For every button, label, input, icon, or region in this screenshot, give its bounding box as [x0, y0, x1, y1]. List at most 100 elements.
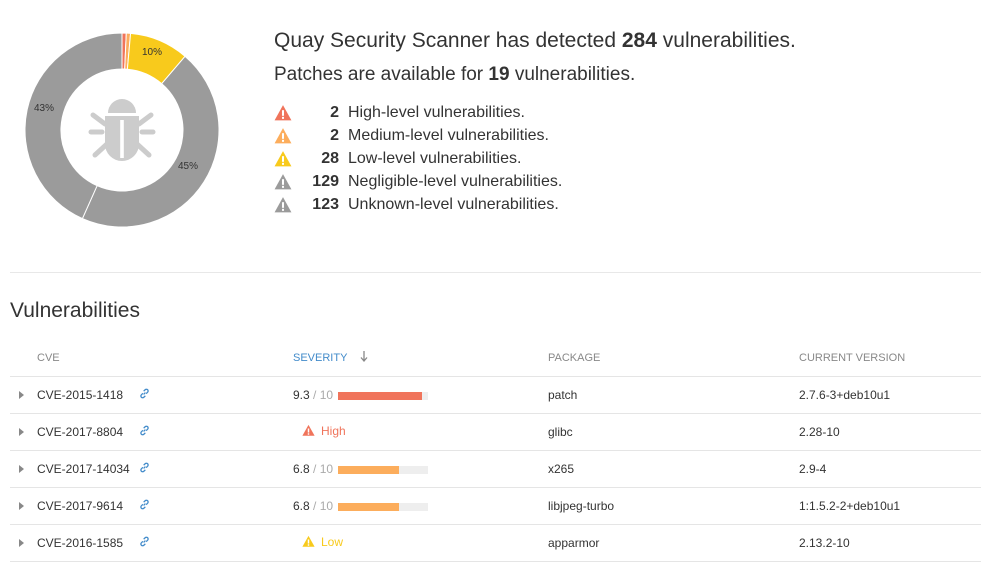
severity-score-max: / 10 — [313, 388, 334, 402]
column-header-cve[interactable]: CVE — [37, 340, 293, 377]
cve-id: CVE-2017-9614 — [37, 498, 124, 513]
severity-bar — [338, 391, 429, 400]
severity-count: 123 — [312, 195, 339, 213]
severity-bar-fill — [338, 391, 422, 400]
pct-label-negligible: 45% — [178, 161, 199, 172]
severity-bar — [338, 502, 429, 511]
caret-right-icon[interactable] — [10, 428, 37, 436]
cve-id: CVE-2015-1418 — [37, 387, 124, 402]
warning-icon — [302, 535, 321, 548]
warning-icon — [274, 127, 292, 145]
summary-headline: Quay Security Scanner has detected 284 v… — [274, 28, 964, 54]
patch-count: 19 — [488, 64, 510, 85]
severity-label: Medium-level vulnerabilities. — [348, 126, 549, 144]
cve-cell: CVE-2017-8804 — [37, 413, 293, 451]
vulnerabilities-table: CVE SEVERITY PACKAGE CURRENT VERSION CVE… — [10, 340, 981, 562]
cve-id: CVE-2017-14034 — [37, 461, 130, 476]
table-row[interactable]: CVE-2017-8804 High glibc 2.28-10 — [10, 413, 981, 451]
severity-bar-fill — [338, 502, 400, 511]
donut-slice-negligible — [81, 55, 220, 228]
expand-cell[interactable] — [10, 487, 37, 525]
severity-label-text: High — [321, 423, 346, 438]
severity-label: Low-level vulnerabilities. — [348, 149, 522, 167]
column-header-severity[interactable]: SEVERITY — [293, 340, 548, 377]
link-icon[interactable] — [139, 536, 150, 550]
severity-count: 2 — [330, 126, 339, 144]
link-icon[interactable] — [139, 499, 150, 513]
cve-cell: CVE-2017-9614 — [37, 487, 293, 525]
cve-cell: CVE-2015-1418 — [37, 376, 293, 414]
severity-label: Low — [302, 535, 343, 549]
package-cell: apparmor — [548, 524, 799, 562]
severity-row: 129 Negligible-level vulnerabilities. — [274, 170, 964, 193]
warning-icon — [302, 424, 321, 437]
warning-icon — [274, 150, 292, 168]
severity-score: 9.3 — [293, 388, 310, 402]
expand-cell[interactable] — [10, 524, 37, 562]
severity-count: 2 — [330, 103, 339, 121]
severity-row: 123 Unknown-level vulnerabilities. — [274, 193, 964, 216]
donut-svg — [24, 32, 220, 228]
table-header-row: CVE SEVERITY PACKAGE CURRENT VERSION — [10, 340, 981, 377]
caret-right-icon[interactable] — [10, 539, 37, 547]
pct-label-unknown: 43% — [34, 103, 55, 114]
expand-cell[interactable] — [10, 450, 37, 488]
link-icon[interactable] — [139, 425, 150, 439]
total-count: 284 — [621, 29, 657, 52]
cve-id: CVE-2016-1585 — [37, 535, 124, 550]
version-cell: 2.13.2-10 — [799, 524, 981, 562]
patch-summary: Patches are available for 19 vulnerabili… — [274, 63, 964, 87]
severity-label: Unknown-level vulnerabilities. — [348, 195, 559, 213]
vulnerabilities-heading: Vulnerabilities — [10, 299, 140, 322]
headline-prefix: Quay Security Scanner has detected — [274, 29, 617, 52]
severity-cell: 9.3 / 10 — [293, 376, 548, 414]
package-cell: x265 — [548, 450, 799, 488]
caret-right-icon[interactable] — [10, 391, 37, 399]
arrow-down-icon[interactable] — [360, 351, 368, 365]
version-cell: 2.7.6-3+deb10u1 — [799, 376, 981, 414]
severity-row: 28 Low-level vulnerabilities. — [274, 147, 964, 170]
pct-label-low: 10% — [142, 47, 163, 58]
severity-count: 129 — [312, 172, 339, 190]
severity-breakdown: 2 High-level vulnerabilities. 2 Medium-leve… — [274, 101, 964, 216]
severity-label-text: Low — [321, 534, 344, 549]
severity-header-label: SEVERITY — [293, 351, 348, 364]
patch-suffix: vulnerabilities. — [514, 64, 636, 85]
expand-cell[interactable] — [10, 413, 37, 451]
column-header-package[interactable]: PACKAGE — [548, 340, 799, 377]
vulnerability-donut-chart: 10% 45% 43% — [22, 30, 222, 230]
package-cell: libjpeg-turbo — [548, 487, 799, 525]
caret-right-icon[interactable] — [10, 502, 37, 510]
severity-score: 6.8 — [293, 462, 310, 476]
expand-cell[interactable] — [10, 376, 37, 414]
bug-icon — [88, 99, 156, 161]
table-row[interactable]: CVE-2015-1418 9.3 / 10 patch 2.7.6-3+deb10u… — [10, 376, 981, 414]
severity-score-max: / 10 — [313, 462, 334, 476]
table-row[interactable]: CVE-2017-9614 6.8 / 10 libjpeg-turbo 1:1.5.… — [10, 487, 981, 525]
severity-bar-fill — [338, 465, 400, 474]
table-row[interactable]: CVE-2017-14034 6.8 / 10 x265 2.9-4 — [10, 450, 981, 488]
donut-slice-unknown — [24, 32, 123, 220]
scan-summary: Quay Security Scanner has detected 284 v… — [274, 28, 964, 216]
severity-label: High — [302, 424, 346, 438]
link-icon[interactable] — [139, 388, 150, 402]
severity-cell: 6.8 / 10 — [293, 450, 548, 488]
severity-row: 2 High-level vulnerabilities. — [274, 101, 964, 124]
severity-score-max: / 10 — [313, 499, 334, 513]
link-icon[interactable] — [139, 462, 150, 476]
version-cell: 2.9-4 — [799, 450, 981, 488]
severity-label: High-level vulnerabilities. — [348, 103, 525, 121]
warning-icon — [274, 173, 292, 191]
caret-right-icon[interactable] — [10, 465, 37, 473]
severity-bar — [338, 465, 429, 474]
severity-row: 2 Medium-level vulnerabilities. — [274, 124, 964, 147]
headline-suffix: vulnerabilities. — [662, 29, 796, 52]
severity-cell: 6.8 / 10 — [293, 487, 548, 525]
divider — [10, 272, 981, 273]
severity-cell: Low — [293, 524, 548, 562]
table-row[interactable]: CVE-2016-1585 Low apparmor 2.13.2-10 — [10, 524, 981, 562]
patch-prefix: Patches are available for — [274, 64, 484, 85]
column-header-current-version[interactable]: CURRENT VERSION — [799, 340, 981, 377]
severity-score: 6.8 — [293, 499, 310, 513]
version-cell: 1:1.5.2-2+deb10u1 — [799, 487, 981, 525]
